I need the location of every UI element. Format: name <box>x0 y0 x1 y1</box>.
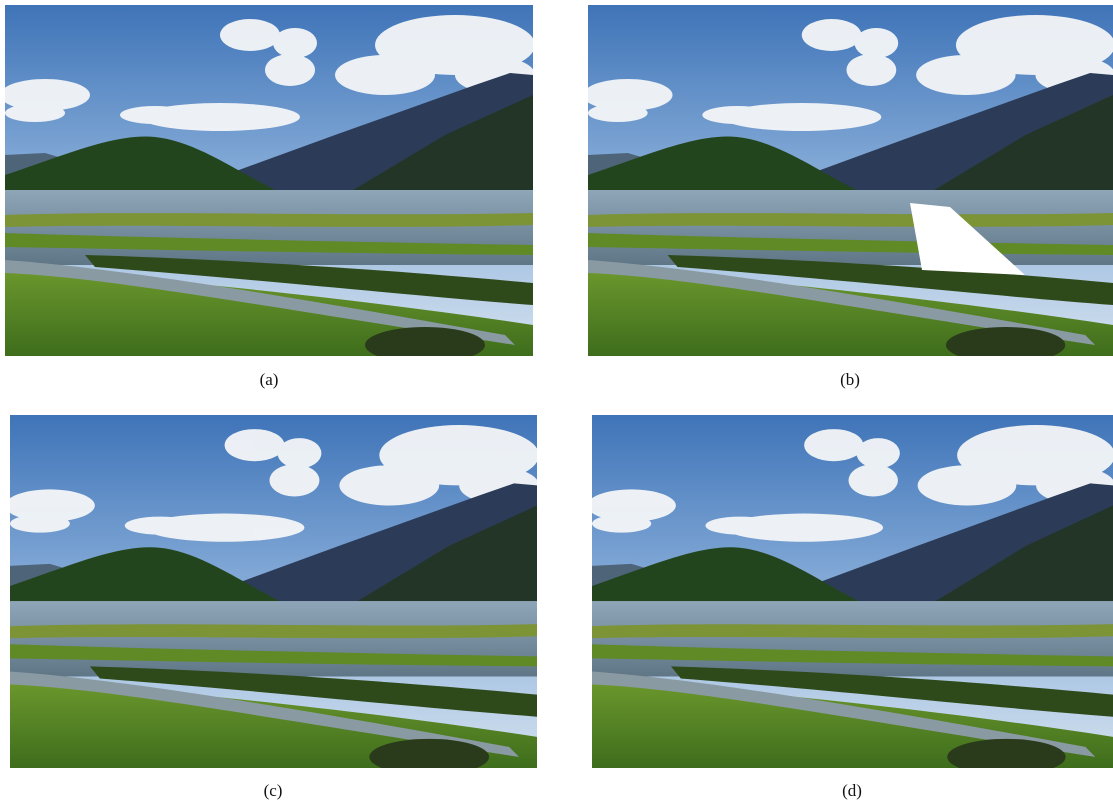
panel-b: (b) <box>588 5 1113 389</box>
landscape-image <box>592 415 1113 768</box>
panel-d: (d) <box>592 415 1113 800</box>
caption: (d) <box>842 781 862 800</box>
caption: (a) <box>260 370 279 389</box>
caption: (b) <box>840 370 860 389</box>
landscape-image <box>10 415 537 768</box>
landscape-image <box>588 5 1113 356</box>
landscape-image <box>5 5 533 356</box>
panel-c: (c) <box>10 415 537 800</box>
masked-region <box>910 203 1025 275</box>
panel-a: (a) <box>5 5 533 389</box>
caption: (c) <box>264 781 283 800</box>
